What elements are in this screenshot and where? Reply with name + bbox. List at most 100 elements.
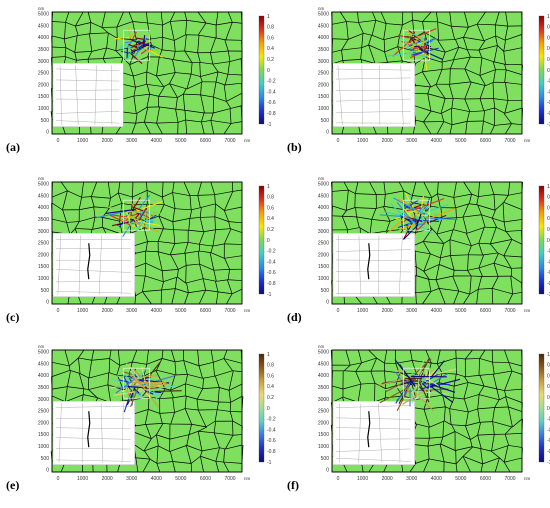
colorbar-tick-label: 0.8	[547, 25, 550, 31]
x-tick-label: 3000	[406, 308, 417, 314]
colorbar: 1 0.8 0.6 0.4 0.2 0 -0.2 -0.4 -0.6 -0.8 -1	[538, 352, 550, 466]
stress-field	[114, 27, 163, 65]
x-unit: nm	[524, 476, 531, 481]
colorbar-tick-label: 1	[547, 352, 550, 358]
colorbar-tick-label: -0.6	[547, 100, 550, 106]
colorbar-tick-label: 1	[267, 352, 270, 358]
colorbar-tick-label: -1	[267, 460, 272, 466]
colorbar-tick-label: -0.2	[547, 417, 550, 423]
x-tick-label: 5000	[455, 308, 466, 314]
y-tick-label: 4500	[318, 193, 329, 199]
axes: 5000450040003500300025002000150010005000…	[318, 344, 531, 482]
panel-plot: 5000450040003500300025002000150010005000…	[318, 344, 550, 482]
panel-label: (d)	[287, 310, 302, 324]
colorbar-tick-label: 0.4	[267, 216, 274, 222]
x-tick-label: 3000	[126, 138, 137, 144]
y-tick-label: 1500	[318, 264, 329, 270]
y-tick-label: 1000	[38, 276, 49, 282]
colorbar-tick-label: -0.2	[267, 249, 276, 255]
panel-label: (c)	[6, 310, 20, 324]
x-tick-label: 3000	[126, 308, 137, 314]
y-tick-label: 4000	[38, 205, 49, 211]
x-tick-label: 7000	[224, 308, 235, 314]
notch-region	[332, 232, 415, 297]
x-tick-label: 6000	[200, 138, 211, 144]
colorbar: 1 0.8 0.6 0.4 0.2 0 -0.2 -0.4 -0.6 -0.8 -1	[258, 14, 276, 128]
y-tick-label: 500	[41, 118, 50, 124]
colorbar-tick-label: 0.6	[547, 205, 550, 211]
panel-4: 5000 4500 4000 3500 3000 2500 2000 1500 1000 500 0…	[12, 342, 277, 492]
colorbar-tick-label: -1	[547, 122, 550, 128]
y-tick-label: 3500	[38, 47, 49, 53]
panel-5: 5000 4500 4000 3500 3000 2500 2000 1500 1000 500 0…	[292, 342, 550, 492]
colorbar-tick-label: -1	[547, 460, 550, 466]
panel-2: 5000 4500 4000 3500 3000 2500 2000 1500 1000 500 0…	[12, 174, 277, 324]
colorbar-tick-label: 0.2	[267, 395, 274, 401]
colorbar: 1 0.8 0.6 0.4 0.2 0 -0.2 -0.4 -0.6 -0.8 -1	[258, 352, 276, 466]
colorbar-tick-label: 0	[267, 68, 270, 74]
colorbar-tick-label: 0	[547, 68, 550, 74]
y-tick-label: 500	[41, 456, 50, 462]
x-tick-label: 1000	[77, 476, 88, 482]
panel-plot: 5000450040003500300025002000150010005000…	[318, 176, 550, 314]
colorbar-tick-label: 0.8	[267, 195, 274, 201]
x-tick-label: 0	[337, 308, 340, 314]
y-tick-label: 4500	[318, 361, 329, 367]
colorbar-tick-label: -0.6	[267, 270, 276, 276]
x-tick-label: 7000	[224, 138, 235, 144]
colorbar-tick-label: -0.8	[547, 281, 550, 287]
colorbar-tick-label: 0.6	[547, 35, 550, 41]
y-tick-label: 3500	[38, 217, 49, 223]
y-tick-label: 2500	[38, 71, 49, 77]
microstructure	[51, 181, 243, 305]
colorbar-tick-label: 0.6	[267, 205, 274, 211]
panel-3: 5000 4500 4000 3500 3000 2500 2000 1500 1000 500 0…	[292, 174, 550, 324]
microstructure	[331, 11, 523, 135]
notch-region	[332, 62, 415, 127]
y-tick-label: 4500	[38, 23, 49, 29]
panel-0: 5000 4500 4000 3500 3000 2500 2000 1500 1000 500 0…	[12, 4, 277, 154]
x-tick-label: 7000	[504, 308, 515, 314]
y-tick-label: 4000	[318, 35, 329, 41]
stress-field	[379, 192, 458, 240]
x-tick-label: 2000	[382, 138, 393, 144]
y-tick-label: 4000	[318, 205, 329, 211]
colorbar-tick-label: -0.8	[267, 449, 276, 455]
x-tick-label: 2000	[102, 138, 113, 144]
axes: 5000450040003500300025002000150010005000…	[38, 344, 251, 482]
stress-field	[96, 194, 166, 238]
y-tick-label: 1000	[38, 444, 49, 450]
colorbar-tick-label: -0.2	[547, 249, 550, 255]
y-tick-label: 2500	[38, 241, 49, 247]
colorbar-tick-label: 0.2	[547, 57, 550, 63]
y-tick-label: 500	[41, 288, 50, 294]
panel-label: (a)	[6, 140, 20, 154]
y-tick-label: 1000	[38, 106, 49, 112]
colorbar-tick-label: -0.8	[267, 281, 276, 287]
y-tick-label: 500	[321, 288, 330, 294]
y-tick-label: 3500	[318, 47, 329, 53]
colorbar-tick-label: 0.4	[547, 384, 550, 390]
notch-region	[52, 400, 135, 465]
colorbar-tick-label: 1	[267, 184, 270, 190]
colorbar: 1 0.8 0.6 0.4 0.2 0 -0.2 -0.4 -0.6 -0.8 -1	[538, 184, 550, 298]
colorbar-tick-label: 0.2	[267, 227, 274, 233]
x-tick-label: 1000	[77, 308, 88, 314]
colorbar-tick-label: -0.4	[267, 89, 276, 95]
x-tick-label: 5000	[455, 476, 466, 482]
y-tick-label: 1500	[38, 264, 49, 270]
y-unit: nm	[38, 344, 45, 349]
x-tick-label: 0	[57, 308, 60, 314]
y-tick-label: 2000	[318, 420, 329, 426]
colorbar-tick-label: -0.4	[547, 427, 550, 433]
y-tick-label: 3000	[38, 397, 49, 403]
panel-plot: 5000450040003500300025002000150010005000…	[318, 6, 550, 144]
colorbar-tick-label: -1	[267, 292, 272, 298]
x-tick-label: 6000	[480, 476, 491, 482]
colorbar-tick-label: 0.8	[267, 25, 274, 31]
x-tick-label: 4000	[431, 138, 442, 144]
colorbar-tick-label: 0.6	[267, 373, 274, 379]
y-tick-label: 0	[46, 468, 49, 474]
y-tick-label: 500	[321, 118, 330, 124]
x-tick-label: 4000	[431, 308, 442, 314]
